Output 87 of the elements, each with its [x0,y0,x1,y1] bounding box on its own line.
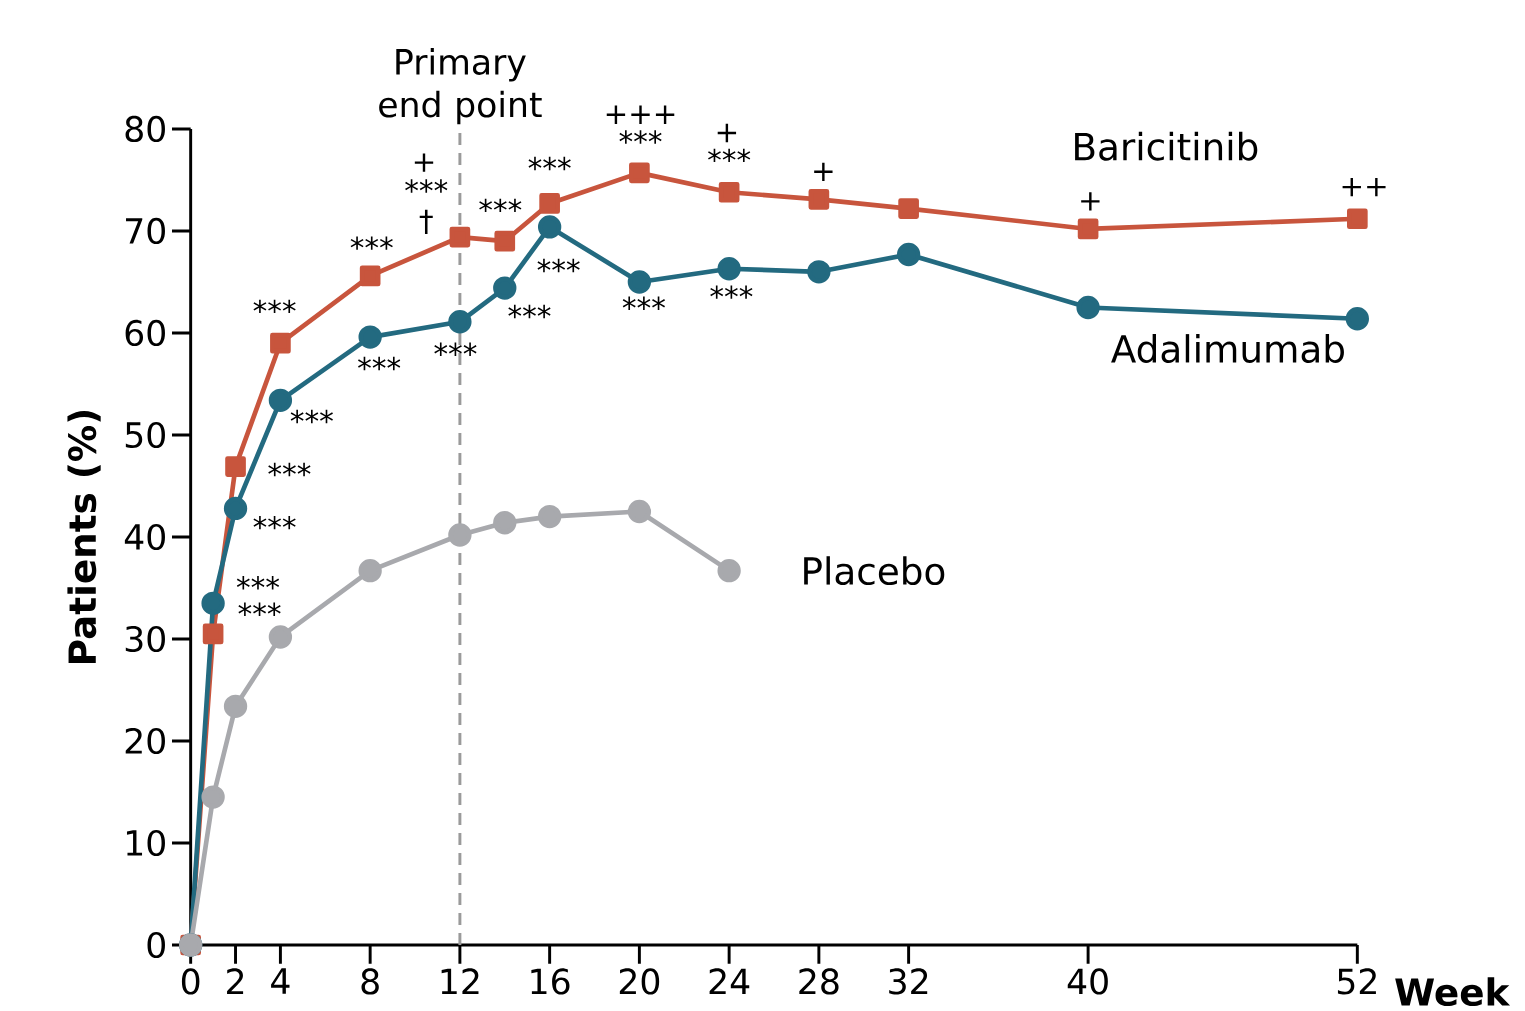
x-tick-label: 24 [709,968,750,995]
point [808,189,830,210]
point [358,558,382,583]
point [896,242,921,267]
y-tick-label: 60 [125,319,165,347]
point [807,260,831,284]
point [537,504,562,529]
point [1076,295,1100,320]
annotation: *** [708,148,751,163]
annotation: + [717,123,737,143]
series-label: Adalimumab [1111,334,1344,363]
annotation: *** [508,304,551,319]
x-tick-label: 4 [271,968,290,994]
annotation: *** [350,236,393,250]
series-label: Placebo [804,556,945,586]
annotation: *** [253,299,296,314]
point [718,181,740,203]
annotation: *** [238,602,281,616]
annotation: *** [236,576,280,590]
text: +++ [606,105,675,124]
point [627,499,652,524]
x-tick-label: 20 [619,968,660,995]
x-tick-label: 0 [181,968,200,995]
point [493,511,517,535]
annotation: *** [268,462,311,477]
point [448,310,472,334]
point [449,226,471,248]
point [539,193,560,214]
annotation: + [814,162,833,182]
point [1346,208,1368,230]
x-tick-label: 2 [227,968,244,995]
point [717,257,741,281]
x-tick-label: 8 [361,968,379,995]
point [268,388,293,412]
point [1345,307,1370,331]
annotation: *** [528,156,571,171]
point [201,591,225,615]
ref-line-label: Primary end point [379,48,542,125]
point [359,265,381,287]
annotation: *** [619,130,662,144]
y-tick-label: 0 [147,931,165,959]
annotation: *** [358,356,401,371]
y-tick-label: 70 [126,217,165,245]
point [268,625,293,649]
annotation: *** [710,285,753,299]
annotation: *** [405,179,448,193]
annotation: *** [537,258,580,273]
point [201,785,225,809]
x-tick-label: 16 [531,968,570,995]
y-tick-label: 40 [124,523,165,551]
y-tick-label: 30 [125,625,165,653]
series-label: Baricitinib [1075,131,1258,161]
point [223,694,248,718]
point [627,270,652,294]
point [493,276,517,300]
point [225,456,246,477]
point [629,162,650,184]
x-tick-label: 52 [1337,968,1376,995]
point [1077,218,1099,240]
y-tick-label: 80 [125,115,165,143]
point [717,558,741,583]
annotation: *** [622,296,666,310]
y-tick-label: 20 [125,727,165,755]
annotation: *** [434,342,477,356]
point [448,523,472,547]
y-axis-title: Patients (%) [67,410,101,663]
x-tick-label: 40 [1067,968,1108,995]
y-tick-label: 10 [126,829,165,857]
point [223,496,248,521]
annotation: ++ [1342,177,1386,197]
x-axis-title: Week [1395,977,1511,1007]
point [202,623,224,645]
annotation: † [419,209,433,234]
point [537,215,562,239]
annotation: *** [479,198,522,213]
point [898,198,919,219]
annotation: *** [290,409,333,424]
point [358,325,382,349]
y-tick-label: 50 [125,421,165,449]
point [494,230,516,252]
x-tick-label: 28 [799,968,839,995]
point [270,332,291,354]
annotation: + [1081,192,1100,211]
annotation: + [414,153,434,172]
x-tick-label: 12 [441,968,479,995]
annotation: *** [253,515,296,530]
x-tick-label: 32 [889,968,928,995]
